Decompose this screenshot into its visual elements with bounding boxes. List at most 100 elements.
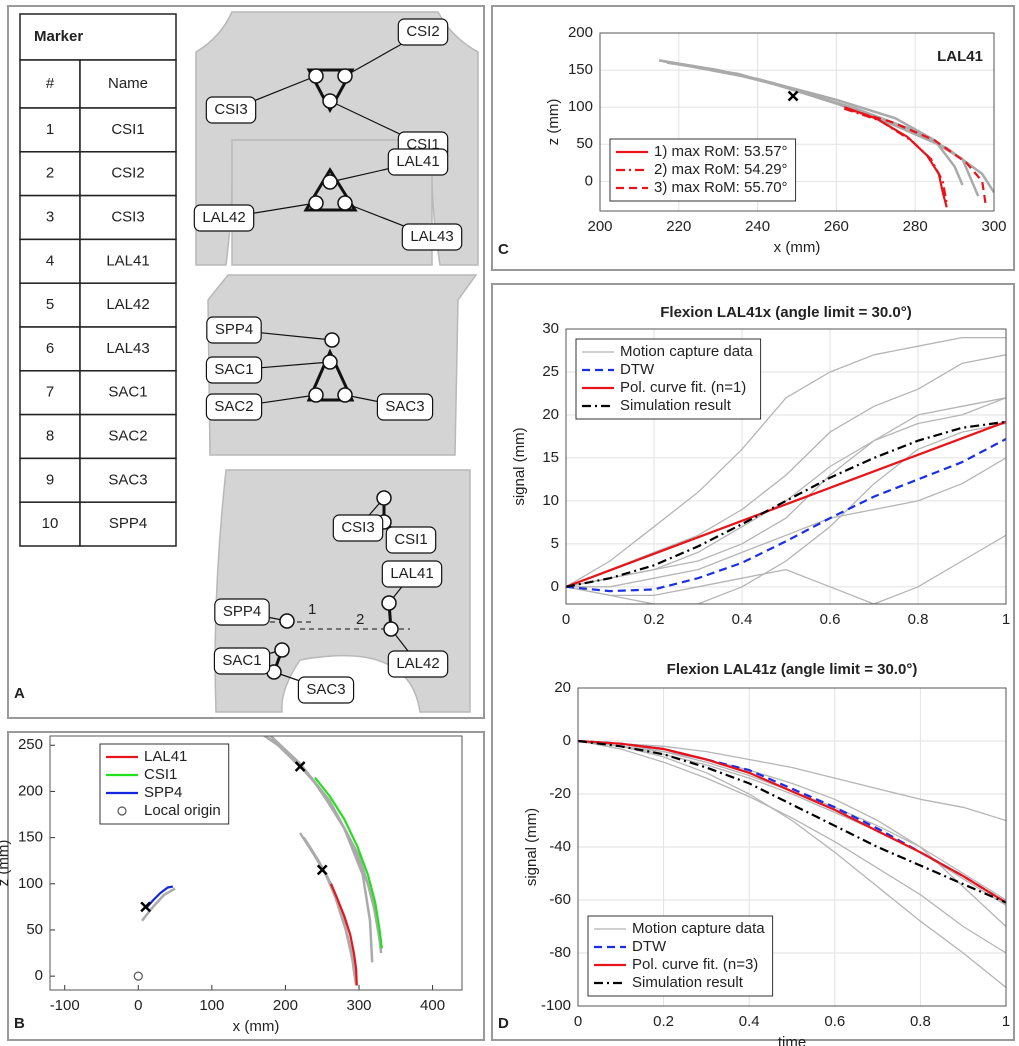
legend-label: DTW — [632, 938, 667, 955]
y-axis-label: z (mm) — [545, 99, 562, 146]
table-cell-text: CSI1 — [111, 121, 144, 138]
x-tick-label: 100 — [199, 997, 224, 1014]
plot-content — [578, 739, 1006, 989]
table-cell-text: SAC1 — [108, 384, 147, 401]
y-tick-label: 0 — [563, 732, 571, 749]
body-label: LAL42 — [202, 209, 245, 226]
data-line — [566, 397, 1006, 588]
marker-dot — [381, 595, 397, 611]
body-label: LAL41 — [396, 153, 439, 170]
axes-frame — [565, 328, 1007, 605]
plot-content — [133, 736, 383, 986]
y-tick-label: 150 — [18, 829, 43, 846]
body-label: SAC1 — [222, 652, 261, 669]
section-number: 1 — [308, 601, 316, 618]
table-cell — [79, 326, 177, 372]
panel-frame — [491, 5, 1015, 271]
body-label: SPP4 — [223, 603, 261, 620]
y-tick-label: -80 — [549, 944, 571, 961]
data-line — [566, 336, 1006, 588]
data-line — [566, 457, 1006, 588]
table-cell-text: SAC2 — [108, 427, 147, 444]
x-tick-label: 0.4 — [732, 611, 753, 628]
table-cell-text: 1 — [46, 121, 54, 138]
panel-frame — [7, 5, 485, 719]
body-label: SAC2 — [214, 398, 253, 415]
plot-content — [658, 59, 994, 208]
legend-label: 3) max RoM: 55.70° — [654, 179, 788, 196]
x-tick-label: 0.4 — [739, 1013, 760, 1030]
table-cell-text: SAC3 — [108, 471, 147, 488]
y-tick-label: 100 — [568, 98, 593, 115]
y-tick-label: 20 — [554, 679, 571, 696]
body-label: SPP4 — [215, 321, 253, 338]
chart-title: LAL41 — [937, 48, 983, 65]
x-tick-label: 0 — [574, 1013, 582, 1030]
legend-label: SPP4 — [144, 784, 182, 801]
data-line — [566, 422, 1006, 604]
legend-label: Pol. curve fit. (n=3) — [632, 956, 758, 973]
panel-label: C — [498, 241, 509, 258]
table-cell-text: 9 — [46, 471, 54, 488]
panel-label: A — [14, 685, 25, 702]
data-point — [133, 971, 143, 981]
label-box — [214, 598, 270, 626]
x-tick-label: 0.2 — [644, 611, 665, 628]
y-tick-label: 50 — [26, 921, 43, 938]
data-line — [578, 740, 1006, 822]
legend-label: Local origin — [144, 802, 221, 819]
data-line — [662, 59, 964, 186]
label-box — [205, 393, 263, 421]
marker-dot — [337, 387, 353, 403]
x-tick-label: 200 — [587, 218, 612, 235]
x-tick-label: 240 — [745, 218, 770, 235]
marker-dot — [308, 68, 324, 84]
x-tick-label: 0.6 — [820, 611, 841, 628]
body-label: LAL42 — [396, 655, 439, 672]
table-title: Marker — [34, 28, 83, 45]
label-box — [193, 204, 255, 232]
legend-label: Motion capture data — [620, 343, 753, 360]
table-cell-text: 8 — [46, 427, 54, 444]
y-tick-label: 250 — [18, 736, 43, 753]
x-tick-label: 260 — [824, 218, 849, 235]
table-cell-text: 2 — [46, 165, 54, 182]
x-tick-label: 0.8 — [910, 1013, 931, 1030]
body-label: LAL43 — [410, 228, 453, 245]
marker-dot — [383, 621, 399, 637]
table-header: # — [46, 75, 55, 92]
data-line — [578, 739, 1006, 904]
axes-frame — [577, 687, 1007, 1007]
data-line — [263, 736, 374, 963]
x-axis-label: x (mm) — [233, 1018, 280, 1035]
table-cell-text: 3 — [46, 208, 54, 225]
table-header: Name — [108, 75, 148, 92]
x-tick-label: 1 — [1002, 611, 1010, 628]
label-box — [205, 356, 263, 384]
label-box — [332, 514, 384, 542]
marker-dot — [308, 195, 324, 211]
marker-dot — [324, 332, 340, 348]
cross-marker — [316, 864, 328, 876]
label-box — [401, 223, 463, 251]
label-box — [205, 96, 257, 124]
table-cell — [19, 59, 81, 109]
table-cell-text: LAL43 — [106, 340, 149, 357]
cross-marker — [787, 90, 799, 102]
y-tick-label: -40 — [549, 838, 571, 855]
data-line — [578, 739, 1006, 904]
y-tick-label: 30 — [542, 320, 559, 337]
marker-dot — [322, 174, 338, 190]
x-tick-label: -100 — [50, 997, 80, 1014]
y-tick-label: 20 — [542, 406, 559, 423]
x-tick-label: 400 — [420, 997, 445, 1014]
legend-label: 2) max RoM: 54.29° — [654, 161, 788, 178]
label-box — [387, 650, 449, 678]
data-line — [314, 776, 383, 949]
table-cell-text: LAL41 — [106, 252, 149, 269]
x-tick-label: 200 — [273, 997, 298, 1014]
label-box — [297, 676, 355, 704]
table-cell — [79, 151, 177, 197]
y-tick-label: 200 — [18, 782, 43, 799]
